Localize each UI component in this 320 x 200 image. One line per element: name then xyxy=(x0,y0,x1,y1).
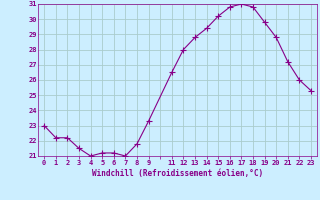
X-axis label: Windchill (Refroidissement éolien,°C): Windchill (Refroidissement éolien,°C) xyxy=(92,169,263,178)
